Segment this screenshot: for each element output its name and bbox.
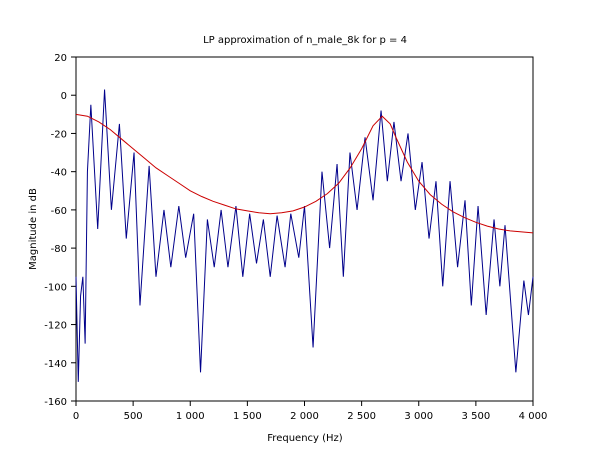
y-tick-label: -140: [44, 359, 67, 370]
y-tick-label: -160: [44, 397, 67, 408]
y-tick-label: 20: [54, 53, 67, 64]
x-axis-label: Frequency (Hz): [267, 433, 343, 444]
series-line: [75, 113, 534, 234]
y-tick-label: -40: [51, 168, 67, 179]
x-tick-label: 3 000: [404, 411, 433, 422]
x-tick-label: 4 000: [519, 411, 548, 422]
y-tick-label: -60: [51, 206, 67, 217]
x-tick-label: 2 000: [290, 411, 319, 422]
chart-title: LP approximation of n_male_8k for p = 4: [203, 35, 407, 46]
x-tick-label: 1 000: [176, 411, 205, 422]
y-tick-label: 0: [61, 91, 67, 102]
x-tick-label: 1 500: [233, 411, 262, 422]
x-tick-label: 0: [73, 411, 79, 422]
x-tick-label: 3 500: [462, 411, 491, 422]
y-axis-label: Magnitude in dB: [28, 188, 39, 270]
y-tick-label: -20: [51, 129, 67, 140]
x-tick-label: 500: [124, 411, 143, 422]
x-tick-label: 2 500: [347, 411, 376, 422]
y-tick-label: -120: [44, 321, 67, 332]
series-line: [75, 89, 534, 382]
y-tick-label: -80: [51, 244, 67, 255]
y-tick-label: -100: [44, 282, 67, 293]
